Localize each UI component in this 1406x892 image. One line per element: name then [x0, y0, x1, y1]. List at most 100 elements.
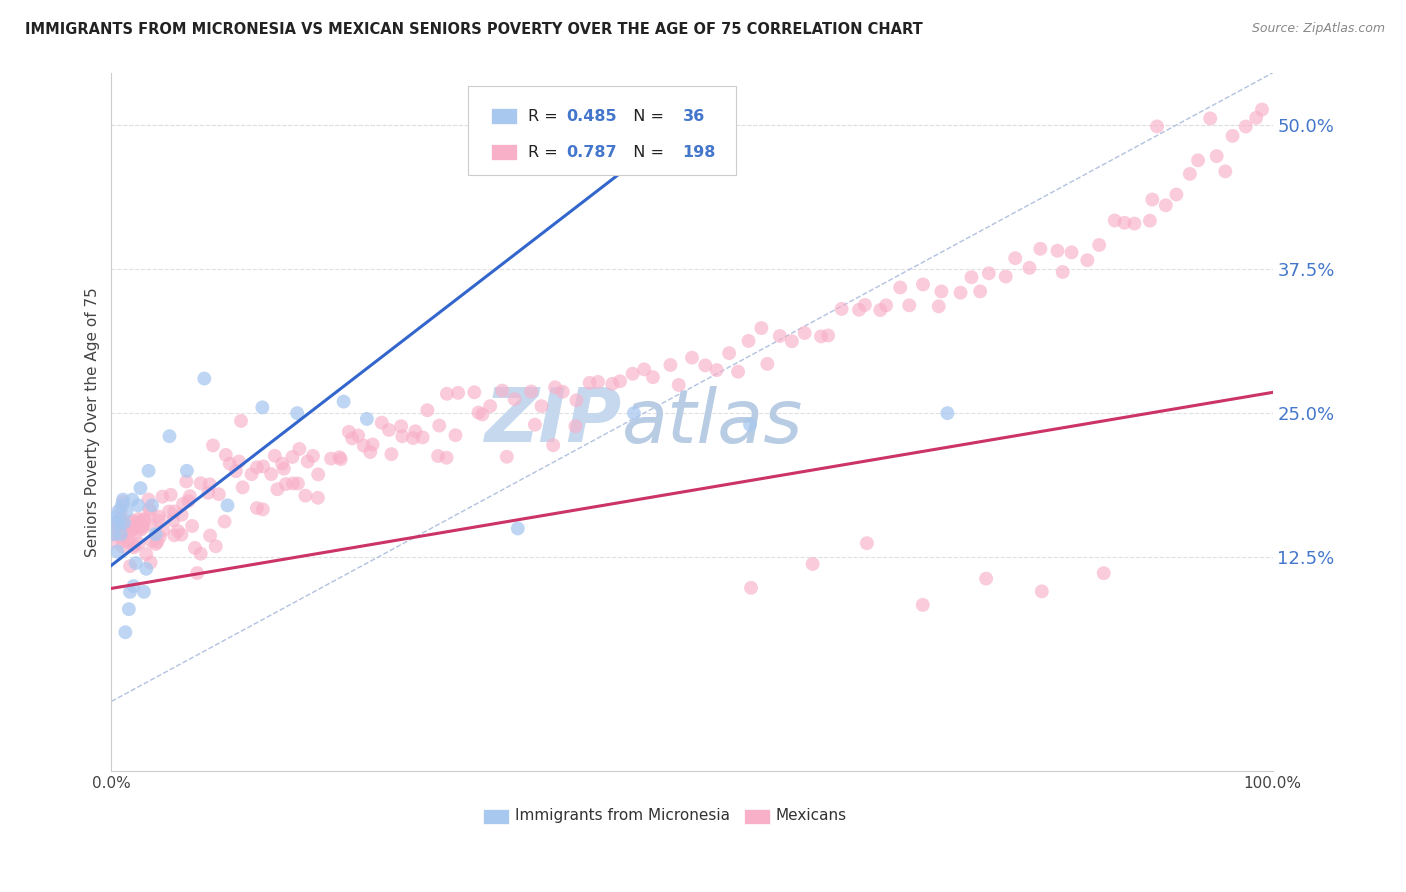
Point — [969, 285, 991, 299]
Point — [869, 303, 891, 318]
Point — [856, 536, 879, 550]
Point — [359, 445, 381, 459]
Point — [936, 406, 959, 420]
Point — [337, 425, 360, 439]
Point — [541, 438, 564, 452]
Point — [853, 298, 876, 312]
Point — [1146, 120, 1168, 134]
Point — [793, 326, 815, 340]
Point — [121, 523, 143, 537]
Point — [1092, 566, 1115, 581]
Point — [751, 321, 773, 335]
Point — [960, 270, 983, 285]
Point — [141, 534, 163, 549]
Point — [246, 501, 269, 516]
Point — [107, 504, 129, 518]
Point — [240, 467, 263, 482]
Point — [1205, 149, 1227, 163]
Point — [1114, 216, 1136, 230]
Point — [190, 476, 212, 491]
Point — [112, 516, 135, 530]
Y-axis label: Seniors Poverty Over the Age of 75: Seniors Poverty Over the Age of 75 — [86, 287, 100, 557]
Point — [104, 521, 127, 535]
Point — [145, 537, 167, 551]
Text: 36: 36 — [683, 109, 704, 124]
Point — [544, 380, 567, 394]
FancyBboxPatch shape — [468, 86, 737, 175]
Point — [1018, 260, 1040, 275]
Point — [125, 525, 148, 540]
Point — [121, 514, 143, 528]
Point — [117, 534, 139, 549]
Point — [152, 523, 174, 537]
Text: 198: 198 — [683, 145, 716, 160]
Point — [287, 476, 309, 491]
Point — [288, 442, 311, 456]
Point — [148, 514, 170, 528]
Point — [110, 510, 132, 524]
Point — [471, 408, 494, 422]
Point — [427, 418, 450, 433]
Point — [718, 346, 741, 360]
Point — [260, 467, 283, 482]
Point — [623, 406, 645, 420]
Point — [1060, 245, 1083, 260]
Point — [110, 515, 132, 529]
Point — [179, 489, 201, 503]
Point — [479, 399, 502, 413]
Point — [159, 429, 181, 443]
Point — [170, 527, 193, 541]
Point — [1139, 213, 1161, 227]
Point — [132, 585, 155, 599]
Point — [131, 519, 153, 533]
Point — [232, 480, 254, 494]
Point — [831, 301, 853, 316]
Point — [436, 387, 458, 401]
Point — [100, 535, 122, 549]
Point — [149, 530, 172, 544]
Point — [810, 329, 832, 343]
Point — [274, 477, 297, 491]
Point — [530, 399, 553, 413]
Point — [380, 447, 402, 461]
Point — [184, 541, 207, 555]
Point — [436, 450, 458, 465]
Point — [875, 298, 897, 312]
Text: N =: N = — [623, 145, 669, 160]
Point — [463, 385, 485, 400]
Point — [252, 401, 274, 415]
Point — [1154, 198, 1177, 212]
Point — [467, 406, 489, 420]
Point — [609, 374, 631, 388]
Point — [110, 513, 132, 527]
Point — [706, 363, 728, 377]
Point — [977, 266, 1000, 280]
Text: IMMIGRANTS FROM MICRONESIA VS MEXICAN SENIORS POVERTY OVER THE AGE OF 75 CORRELA: IMMIGRANTS FROM MICRONESIA VS MEXICAN SE… — [25, 22, 924, 37]
Point — [110, 503, 132, 517]
Point — [217, 499, 239, 513]
Point — [263, 449, 285, 463]
Point — [520, 384, 543, 399]
Point — [176, 464, 198, 478]
Point — [201, 438, 224, 452]
Point — [307, 491, 329, 505]
Point — [1029, 242, 1052, 256]
Text: R =: R = — [529, 109, 564, 124]
Point — [332, 394, 354, 409]
Point — [994, 269, 1017, 284]
Point — [215, 448, 238, 462]
Point — [229, 414, 252, 428]
Point — [848, 302, 870, 317]
Point — [353, 439, 375, 453]
Point — [911, 598, 934, 612]
Point — [668, 378, 690, 392]
Point — [911, 277, 934, 292]
Point — [125, 556, 148, 570]
Point — [105, 544, 128, 558]
Point — [108, 530, 131, 544]
Point — [931, 285, 953, 299]
Point — [404, 425, 426, 439]
Point — [115, 504, 138, 518]
Text: Source: ZipAtlas.com: Source: ZipAtlas.com — [1251, 22, 1385, 36]
Point — [174, 475, 197, 489]
